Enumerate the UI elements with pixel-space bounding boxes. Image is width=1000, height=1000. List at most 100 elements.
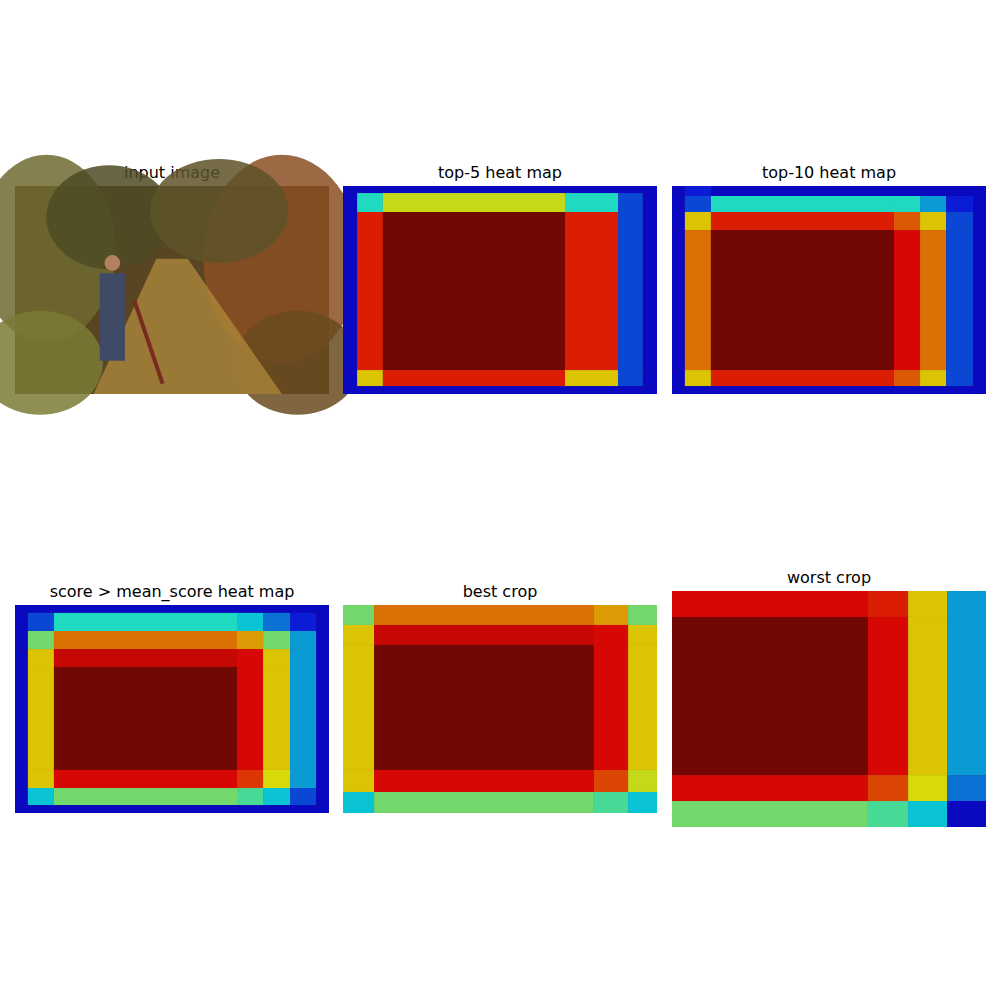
panel: worst crop [672, 568, 986, 827]
heatmap-cell [894, 386, 920, 394]
heatmap-cell [54, 605, 237, 613]
heatmap-cell [894, 230, 920, 370]
photo-path [94, 259, 282, 394]
panel: top-10 heat map [672, 163, 986, 394]
heatmap-cell [343, 370, 357, 386]
heatmap-cell [237, 667, 263, 770]
heatmap-cell [920, 230, 946, 370]
heatmap-cell [618, 186, 643, 193]
heatmap-cell [15, 667, 28, 770]
heatmap-cell [343, 792, 374, 813]
heatmap-cell [290, 649, 316, 667]
heatmap-cell [28, 649, 54, 667]
heatmap-cell [947, 617, 986, 775]
heatmap-cell [868, 801, 908, 827]
photo-backdrop [343, 186, 657, 394]
heatmap-cell [343, 193, 357, 212]
heatmap-cell [908, 591, 947, 617]
panel-title: best crop [463, 582, 538, 601]
heatmap-cell [383, 386, 565, 394]
heatmap-cell [946, 230, 973, 370]
panel: input image [0, 155, 360, 415]
panel: top-5 heat map [343, 163, 657, 394]
heatmap-cell [711, 230, 894, 370]
heatmap-cell [628, 645, 657, 770]
heatmap-cell [374, 625, 594, 645]
heatmap-cell [565, 212, 618, 370]
heatmap-cell [594, 770, 628, 792]
heatmap-cell [263, 667, 290, 770]
heatmap-cell [894, 186, 920, 196]
heatmap-cell [383, 212, 565, 370]
photo-backdrop [672, 186, 986, 394]
heatmap-cell [316, 613, 329, 631]
heatmap-cell [357, 370, 383, 386]
heatmap-cell [237, 613, 263, 631]
heatmap-cell [946, 196, 973, 212]
heatmap-cell [672, 775, 868, 801]
heatmap-cell [28, 770, 54, 788]
photo-backdrop [15, 605, 329, 813]
heatmap-cell [15, 805, 28, 813]
figure: input image top-5 heat map top-10 heat map… [0, 0, 1000, 1000]
heatmap-cell [54, 770, 237, 788]
heatmap-cell [618, 370, 643, 386]
heatmap-cell [290, 613, 316, 631]
heatmap-cell [54, 649, 237, 667]
heatmap-cells [15, 605, 329, 813]
heatmap-cell [290, 667, 316, 770]
heatmap-cell [672, 370, 685, 386]
photo-backdrop [672, 591, 986, 827]
photo-bicycle [134, 300, 162, 383]
heatmap-cell [343, 186, 357, 193]
panel: best crop [343, 582, 657, 813]
heatmap-cell [15, 649, 28, 667]
heatmap-cell [908, 801, 947, 827]
heatmap-cell [685, 230, 711, 370]
heatmap-cell [290, 770, 316, 788]
heatmap-cell [54, 613, 237, 631]
heatmap-cell [643, 212, 657, 370]
photo-foliage [0, 311, 103, 415]
heatmap-cell [54, 631, 237, 649]
heatmap-cell [357, 186, 383, 193]
heatmap-cell [263, 649, 290, 667]
heatmap-cell [672, 801, 868, 827]
heatmap-cell [15, 770, 28, 788]
heatmap-cell [908, 775, 947, 801]
heatmap-cell [237, 605, 263, 613]
heatmap-cell [894, 370, 920, 386]
panel-title: top-5 heat map [438, 163, 562, 182]
heatmap-cell [618, 386, 643, 394]
heatmap-cell [374, 770, 594, 792]
heatmap-cell [946, 186, 973, 196]
heatmap-cell [920, 196, 946, 212]
heatmap-cell [868, 775, 908, 801]
panel-title: worst crop [787, 568, 871, 587]
heatmap-cell [973, 386, 986, 394]
heatmap-cell [685, 196, 711, 212]
heatmap-cell [894, 196, 920, 212]
heatmap-cell [628, 770, 657, 792]
heatmap-cell [374, 645, 594, 770]
heatmap-cell [672, 386, 685, 394]
heatmap-cell [290, 805, 316, 813]
heatmap-cell [290, 605, 316, 613]
panel: score > mean_score heat map [15, 582, 329, 813]
heatmap-cell [290, 631, 316, 649]
heatmap-cell [357, 193, 383, 212]
heatmap-cell [685, 212, 711, 230]
heatmap-cell [316, 649, 329, 667]
heatmap-cell [54, 667, 237, 770]
heatmap-cell [565, 370, 618, 386]
heatmap-cell [263, 770, 290, 788]
heatmap-cell [237, 788, 263, 805]
heatmap-cell [383, 193, 565, 212]
heatmap-cell [54, 788, 237, 805]
heatmap-cell [973, 186, 986, 196]
heatmap-cell [15, 631, 28, 649]
heatmap-cell [973, 370, 986, 386]
heatmap-cell [343, 625, 374, 645]
heatmap-cell [316, 605, 329, 613]
heatmap-cell [28, 788, 54, 805]
